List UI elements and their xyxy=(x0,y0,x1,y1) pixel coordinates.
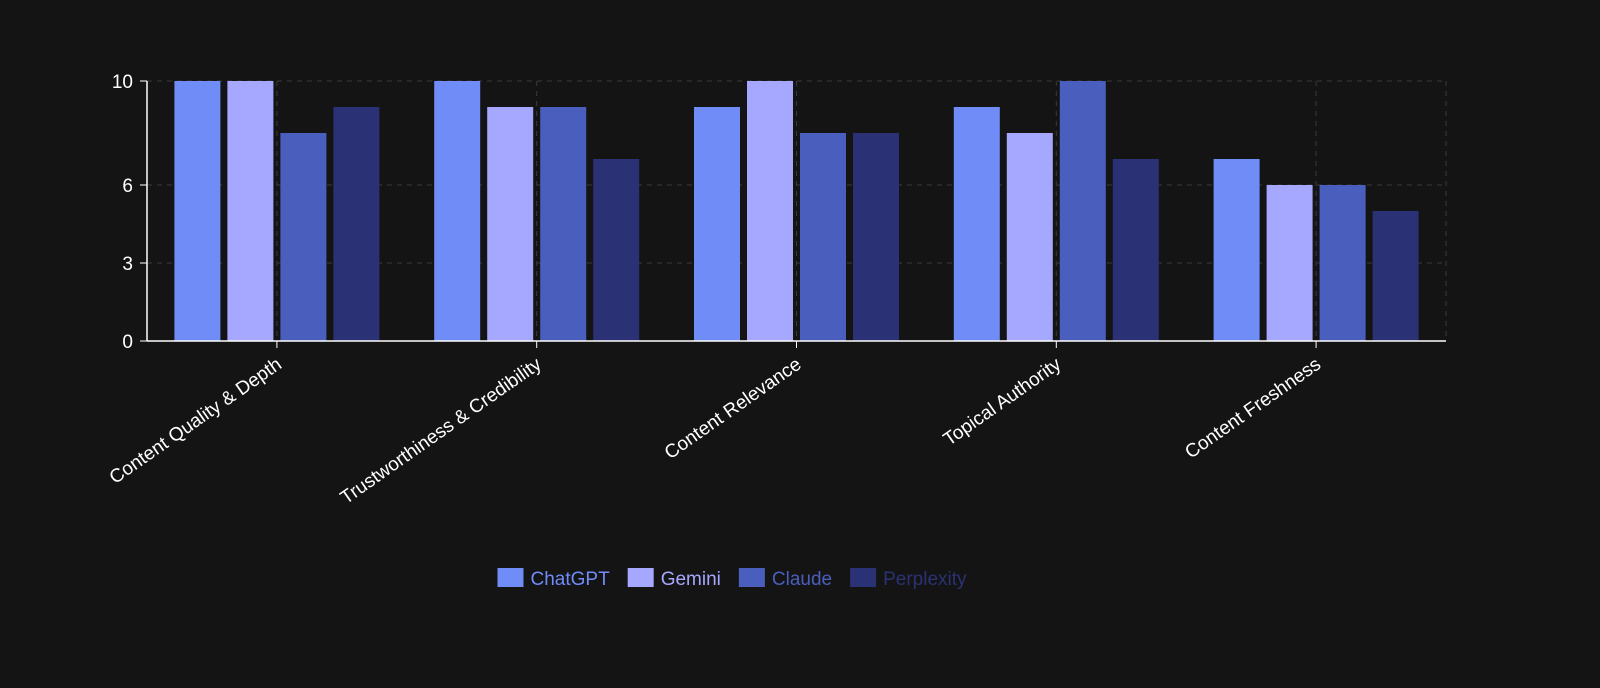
y-tick-label: 10 xyxy=(112,72,133,93)
bar xyxy=(280,133,327,341)
bar xyxy=(434,81,481,341)
y-tick-label: 0 xyxy=(122,332,133,353)
legend-label: ChatGPT xyxy=(530,569,610,590)
bar xyxy=(1213,159,1260,341)
bar xyxy=(800,133,846,341)
bar xyxy=(1319,185,1366,341)
legend-label: Gemini xyxy=(661,569,721,590)
legend-swatch xyxy=(627,568,654,587)
x-tick-label: Content Relevance xyxy=(661,354,805,464)
x-tick-label: Trustworthiness & Credibility xyxy=(337,354,546,509)
bar xyxy=(747,81,793,341)
bar xyxy=(593,159,640,341)
x-tick-label: Topical Authority xyxy=(940,354,1066,451)
bar xyxy=(174,81,221,341)
bar xyxy=(1266,185,1313,341)
y-tick-label: 6 xyxy=(122,176,133,197)
legend-item: ChatGPT xyxy=(497,568,610,590)
legend-item: Perplexity xyxy=(850,568,967,590)
bar xyxy=(1372,211,1419,341)
bar xyxy=(333,107,380,341)
bar xyxy=(487,107,534,341)
legend-item: Gemini xyxy=(627,568,721,590)
bar xyxy=(540,107,587,341)
legend-label: Perplexity xyxy=(883,569,967,590)
x-tick-label: Content Quality & Depth xyxy=(106,354,286,489)
legend-item: Claude xyxy=(738,568,832,590)
bar xyxy=(1006,133,1053,341)
bar xyxy=(227,81,274,341)
bar xyxy=(694,107,740,341)
legend-swatch xyxy=(850,568,877,587)
legend-label: Claude xyxy=(772,569,832,590)
bar xyxy=(1059,81,1106,341)
y-tick-label: 3 xyxy=(122,254,133,275)
bar xyxy=(1112,159,1159,341)
bar xyxy=(853,133,899,341)
legend-swatch xyxy=(738,568,765,587)
bar xyxy=(953,107,1000,341)
x-tick-label: Content Freshness xyxy=(1181,354,1325,463)
legend: ChatGPT Gemini Claude Perplexity xyxy=(497,568,967,590)
legend-swatch xyxy=(497,568,524,587)
